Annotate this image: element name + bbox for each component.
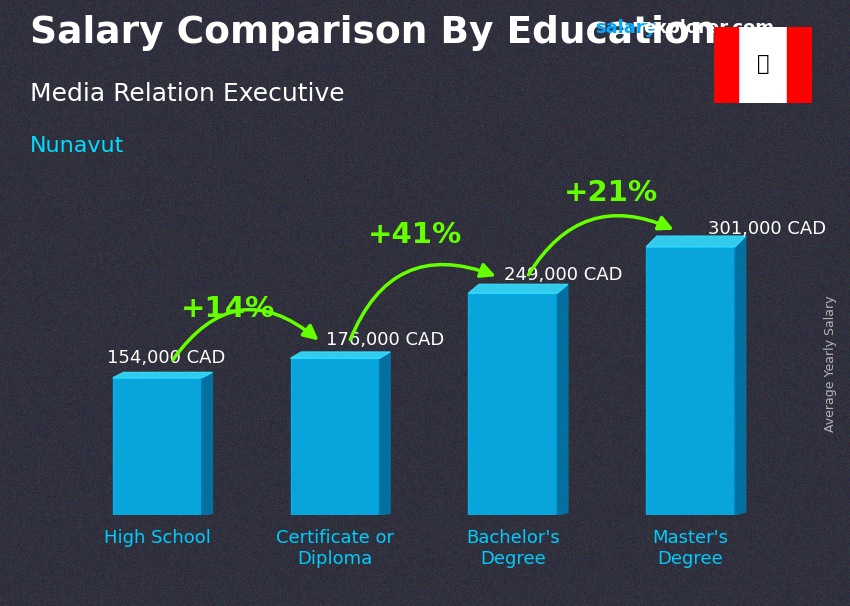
Bar	[714, 27, 739, 103]
Polygon shape	[735, 236, 745, 515]
Text: Media Relation Executive: Media Relation Executive	[30, 82, 344, 106]
Polygon shape	[646, 236, 745, 247]
Text: Salary Comparison By Education: Salary Comparison By Education	[30, 15, 716, 51]
Text: +21%: +21%	[564, 179, 658, 207]
Text: Average Yearly Salary: Average Yearly Salary	[824, 295, 837, 432]
Polygon shape	[201, 372, 212, 515]
Text: salary: salary	[595, 19, 656, 38]
Text: explorer.com: explorer.com	[643, 19, 774, 38]
Polygon shape	[646, 247, 735, 515]
Polygon shape	[379, 352, 390, 515]
Text: 301,000 CAD: 301,000 CAD	[708, 220, 826, 238]
Text: 154,000 CAD: 154,000 CAD	[107, 349, 226, 367]
Polygon shape	[468, 293, 558, 515]
Polygon shape	[291, 358, 379, 515]
Text: 249,000 CAD: 249,000 CAD	[504, 266, 622, 284]
Polygon shape	[468, 284, 568, 293]
Text: Nunavut: Nunavut	[30, 136, 124, 156]
Text: +41%: +41%	[368, 221, 462, 249]
Polygon shape	[113, 372, 212, 378]
Text: +14%: +14%	[181, 295, 275, 323]
Polygon shape	[558, 284, 568, 515]
Text: 🍁: 🍁	[756, 55, 769, 75]
Text: 176,000 CAD: 176,000 CAD	[326, 331, 445, 349]
Polygon shape	[291, 352, 390, 358]
Polygon shape	[113, 378, 201, 515]
Bar	[787, 27, 812, 103]
